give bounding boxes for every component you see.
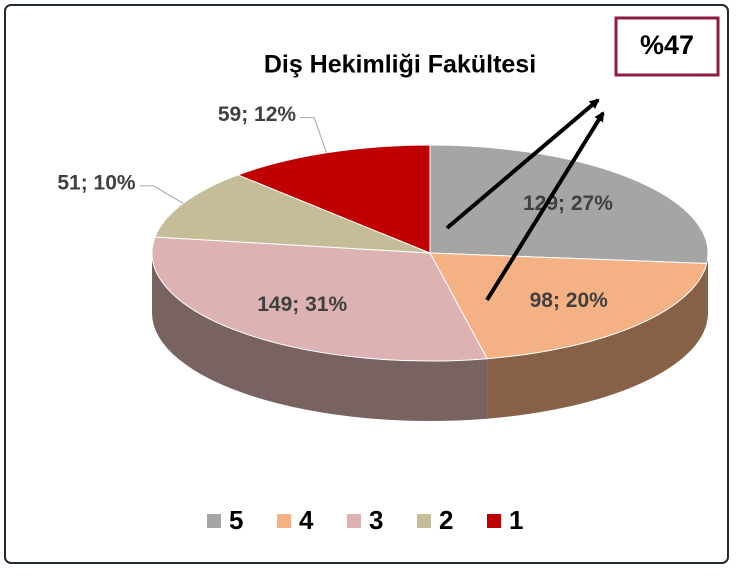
legend-label: 5	[229, 505, 243, 535]
legend: 5 4 3 2 1	[207, 505, 523, 535]
legend-label: 3	[369, 505, 383, 535]
legend-label: 4	[299, 505, 314, 535]
annotation-box	[614, 16, 720, 77]
arrow	[445, 98, 600, 230]
data-label: 129; 27%	[523, 192, 613, 215]
slice	[151, 236, 488, 362]
legend-label: 1	[509, 505, 523, 535]
data-label: 98; 20%	[530, 289, 609, 312]
leader-line	[139, 185, 184, 204]
slice-side	[152, 253, 488, 422]
slice-side	[487, 263, 707, 419]
slice-side	[706, 253, 708, 324]
legend-label: 2	[439, 505, 453, 535]
data-label: 149; 31%	[257, 293, 347, 316]
data-label: 59; 12%	[218, 103, 297, 126]
legend-swatch	[487, 514, 501, 528]
leader-line	[300, 117, 327, 153]
legend-swatch	[347, 514, 361, 528]
arrow	[485, 111, 605, 302]
chart-title: Diş Hekimliği Fakültesi	[264, 51, 536, 79]
legend-swatch	[207, 514, 221, 528]
pie: 129; 27% 98; 20% 149; 31% 51; 10% 59; 12%	[57, 103, 709, 422]
data-label: 51; 10%	[57, 171, 136, 194]
legend-swatch	[417, 514, 431, 528]
annotation: %47	[640, 30, 694, 60]
slice	[429, 144, 709, 264]
legend-swatch	[277, 514, 291, 528]
